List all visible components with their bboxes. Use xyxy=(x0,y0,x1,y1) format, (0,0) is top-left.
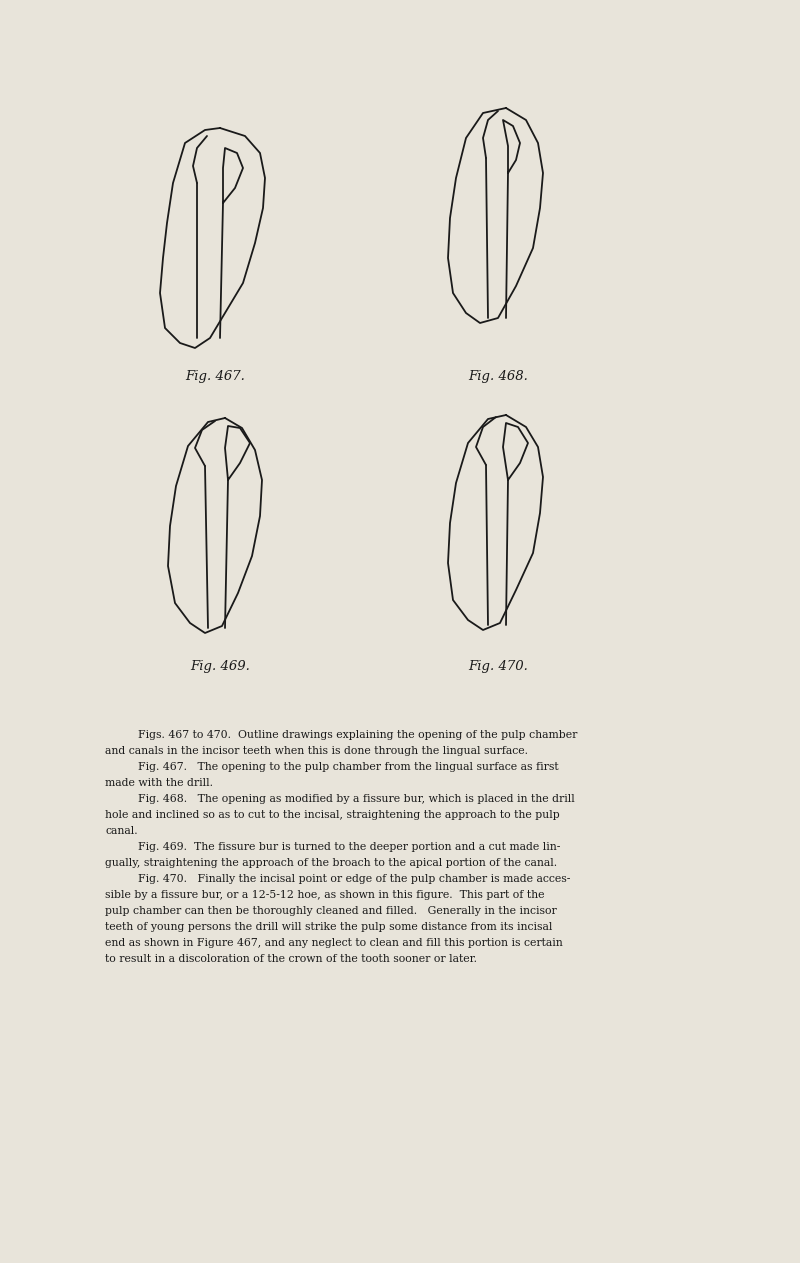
Text: Fig. 467.   The opening to the pulp chamber from the lingual surface as first: Fig. 467. The opening to the pulp chambe… xyxy=(138,762,558,772)
Text: teeth of young persons the drill will strike the pulp some distance from its inc: teeth of young persons the drill will st… xyxy=(105,922,552,932)
Text: Figs. 467 to 470.  Outline drawings explaining the opening of the pulp chamber: Figs. 467 to 470. Outline drawings expla… xyxy=(138,730,578,740)
Text: hole and inclined so as to cut to the incisal, straightening the approach to the: hole and inclined so as to cut to the in… xyxy=(105,810,560,820)
Text: sible by a fissure bur, or a 12-5-12 hoe, as shown in this figure.  This part of: sible by a fissure bur, or a 12-5-12 hoe… xyxy=(105,890,545,901)
Text: made with the drill.: made with the drill. xyxy=(105,778,213,788)
Text: Fig. 470.: Fig. 470. xyxy=(468,661,528,673)
Text: Fig. 468.: Fig. 468. xyxy=(468,370,528,383)
Text: pulp chamber can then be thoroughly cleaned and filled.   Generally in the incis: pulp chamber can then be thoroughly clea… xyxy=(105,906,557,916)
Text: to result in a discoloration of the crown of the tooth sooner or later.: to result in a discoloration of the crow… xyxy=(105,954,477,964)
Text: Fig. 469.: Fig. 469. xyxy=(190,661,250,673)
Text: Fig. 468.   The opening as modified by a fissure bur, which is placed in the dri: Fig. 468. The opening as modified by a f… xyxy=(138,794,574,805)
Text: Fig. 469.  The fissure bur is turned to the deeper portion and a cut made lin-: Fig. 469. The fissure bur is turned to t… xyxy=(138,842,560,853)
Text: canal.: canal. xyxy=(105,826,138,836)
Text: and canals in the incisor teeth when this is done through the lingual surface.: and canals in the incisor teeth when thi… xyxy=(105,746,528,757)
Text: gually, straightening the approach of the broach to the apical portion of the ca: gually, straightening the approach of th… xyxy=(105,858,557,868)
Text: end as shown in Figure 467, and any neglect to clean and fill this portion is ce: end as shown in Figure 467, and any negl… xyxy=(105,938,562,949)
Text: Fig. 467.: Fig. 467. xyxy=(185,370,245,383)
Text: Fig. 470.   Finally the incisal point or edge of the pulp chamber is made acces-: Fig. 470. Finally the incisal point or e… xyxy=(138,874,570,884)
